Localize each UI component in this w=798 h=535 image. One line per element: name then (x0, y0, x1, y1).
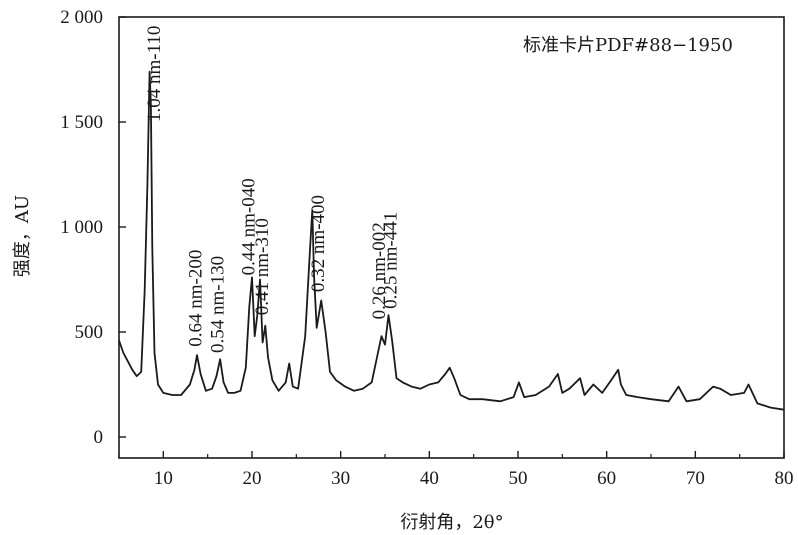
x-axis-ticks: 10 20 30 40 50 60 70 80 (118, 451, 794, 489)
y-tick-label: 0 (94, 427, 104, 448)
x-tick-label: 30 (331, 468, 350, 489)
y-tick-label: 500 (75, 322, 104, 343)
x-tick-label: 50 (509, 468, 528, 489)
y-axis-ticks: 0 500 1 000 1 500 2 000 (60, 7, 126, 448)
x-tick-label: 60 (597, 468, 616, 489)
peak-label: 0.54 nm-130 (208, 256, 229, 353)
peak-label: 0.41 nm-310 (252, 218, 273, 315)
y-tick-label: 1 000 (60, 217, 103, 238)
y-tick-label: 1 500 (60, 112, 103, 133)
x-tick-label: 80 (775, 468, 794, 489)
peak-label: 1.04 nm-110 (144, 26, 165, 122)
x-tick-label: 70 (686, 468, 705, 489)
annotation-card: 标准卡片PDF#88−1950 (523, 35, 733, 56)
y-tick-label: 2 000 (60, 7, 103, 28)
peak-labels: 1.04 nm-110 0.64 nm-200 0.54 nm-130 0.44 nm… (144, 26, 402, 353)
series-line (118, 70, 785, 411)
peak-label: 0.44 nm-040 (239, 178, 260, 275)
series-layer (118, 70, 785, 411)
y-axis-title: 强度，AU (12, 195, 33, 277)
x-tick-label: 20 (243, 468, 262, 489)
peak-label: 0.64 nm-200 (186, 250, 207, 347)
peak-label: 0.25 nm-441 (381, 212, 402, 309)
peak-label: 0.32 nm-400 (308, 195, 329, 292)
peak-label: 0.26 nm-002 (369, 222, 390, 319)
x-axis-title: 衍射角，2θ° (400, 512, 503, 533)
plot-frame (118, 16, 785, 459)
x-tick-label: 40 (420, 468, 439, 489)
x-tick-label: 10 (154, 468, 173, 489)
